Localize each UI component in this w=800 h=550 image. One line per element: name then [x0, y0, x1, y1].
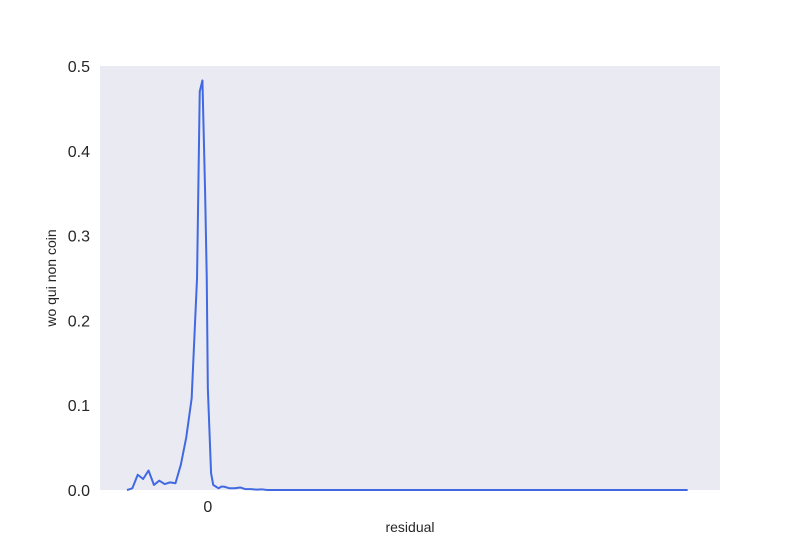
x-axis-label: residual: [385, 519, 434, 535]
y-tick-label: 0.1: [68, 398, 90, 415]
y-tick-label: 0.4: [68, 144, 90, 161]
y-tick-label: 0.0: [68, 483, 90, 500]
y-tick-label: 0.5: [68, 59, 90, 76]
density-line: [126, 79, 688, 491]
y-tick-label: 0.3: [68, 229, 90, 246]
x-tick-label: 0: [203, 499, 212, 516]
x-axis: 0: [203, 499, 212, 516]
y-axis: 0.0 0.1 0.2 0.3 0.4 0.5: [68, 59, 90, 500]
series-group: [126, 79, 688, 491]
y-axis-label: wo qui non coin: [43, 229, 59, 327]
y-tick-label: 0.2: [68, 313, 90, 330]
plot-area: [100, 66, 720, 490]
